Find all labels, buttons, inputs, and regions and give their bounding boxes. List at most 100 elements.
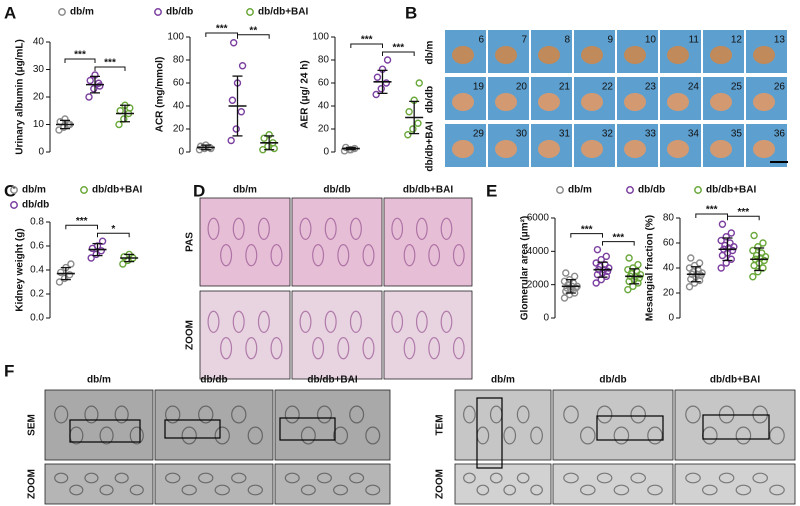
data-point — [570, 272, 579, 281]
micrograph — [454, 389, 552, 461]
micrograph — [674, 389, 796, 461]
texture — [84, 405, 99, 424]
sample-number: 6 — [478, 35, 484, 46]
legend-label: db/db+BAI — [706, 185, 756, 196]
texture — [701, 484, 718, 496]
texture — [563, 405, 579, 424]
texture — [198, 472, 214, 484]
legend-marker — [626, 186, 634, 194]
texture — [752, 472, 768, 484]
data-point — [57, 268, 65, 277]
sample-number: 35 — [731, 129, 743, 140]
row-label: db/db+BAI — [425, 121, 436, 171]
column-header: db/db — [200, 375, 227, 386]
texture — [630, 472, 646, 484]
y-tick-label: 0.2 — [30, 289, 44, 300]
micrograph — [44, 389, 154, 461]
texture — [333, 484, 349, 496]
y-tick-label: 2000 — [527, 279, 550, 290]
legend-marker — [694, 186, 702, 194]
legend-label: db/m — [70, 7, 94, 18]
significance-bracket — [97, 232, 130, 238]
texture — [207, 310, 220, 333]
texture — [270, 337, 283, 360]
micrograph — [291, 290, 383, 380]
y-tick-label: 0 — [668, 313, 674, 324]
data-point — [90, 85, 98, 93]
micrograph — [199, 290, 291, 380]
sample-number: 9 — [607, 35, 613, 46]
sample-number: 34 — [688, 129, 700, 140]
data-point — [383, 56, 392, 64]
column-header: db/db — [323, 185, 350, 196]
texture — [596, 472, 613, 484]
texture — [613, 426, 630, 445]
texture — [516, 405, 530, 424]
sample-number: 10 — [645, 35, 657, 46]
sample-number: 11 — [689, 35, 700, 46]
y-axis-label: Kidney weight (g) — [15, 228, 26, 311]
data-point — [86, 76, 94, 85]
legend-marker — [80, 186, 88, 194]
texture — [579, 426, 596, 445]
micrograph — [454, 463, 552, 505]
micrograph — [291, 197, 383, 287]
data-point — [228, 96, 237, 104]
y-axis-label: ACR (mg/mmol) — [155, 57, 166, 133]
texture — [54, 405, 69, 424]
column-header: db/db+BAI — [710, 375, 760, 386]
data-point — [754, 243, 762, 251]
data-point — [229, 39, 238, 47]
texture — [428, 244, 441, 267]
micrograph — [274, 389, 391, 461]
data-point — [237, 108, 246, 116]
legend-marker — [154, 8, 162, 16]
texture — [99, 484, 114, 496]
texture — [685, 405, 701, 424]
data-point — [270, 144, 278, 153]
row-label: TEM — [435, 414, 446, 435]
sample-number: 21 — [559, 82, 571, 93]
y-tick-label: 4000 — [527, 246, 550, 257]
data-point — [625, 254, 633, 262]
data-point — [207, 144, 215, 153]
y-tick-label: 60 — [663, 238, 675, 249]
kidney — [753, 46, 775, 64]
sample-number: 36 — [774, 129, 786, 140]
y-tick-label: 0.4 — [30, 265, 44, 276]
data-point — [592, 259, 600, 267]
texture — [129, 484, 144, 496]
texture — [247, 426, 263, 445]
kidney — [495, 140, 517, 158]
texture — [231, 405, 247, 424]
sample-number: 30 — [516, 129, 528, 140]
kidney — [452, 140, 474, 158]
texture — [214, 426, 230, 445]
texture — [613, 484, 630, 496]
y-tick-label: 0 — [323, 147, 329, 158]
y-tick-label: 100 — [312, 32, 329, 43]
texture — [403, 337, 416, 360]
kidney — [753, 140, 775, 158]
zoom-box — [596, 415, 664, 441]
significance-bracket — [602, 241, 635, 246]
texture — [349, 472, 365, 484]
data-point — [695, 276, 704, 285]
y-axis-label: AER (μg/ 24 h) — [300, 60, 311, 128]
data-point — [377, 85, 385, 93]
significance-bracket — [382, 51, 415, 56]
legend-marker — [246, 8, 254, 16]
significance-bracket — [65, 224, 98, 230]
significance-bracket — [570, 233, 603, 238]
sample-number: 24 — [688, 82, 700, 93]
kidney — [710, 93, 732, 111]
row-label: ZOOM — [27, 469, 38, 499]
texture — [181, 426, 197, 445]
texture — [316, 405, 332, 424]
y-tick-label: 0.6 — [30, 241, 44, 252]
data-point — [409, 125, 417, 133]
data-point — [115, 120, 123, 129]
y-tick-label: 40 — [318, 101, 330, 112]
row-label: db/m — [425, 40, 436, 64]
row-label: ZOOM — [185, 320, 196, 350]
